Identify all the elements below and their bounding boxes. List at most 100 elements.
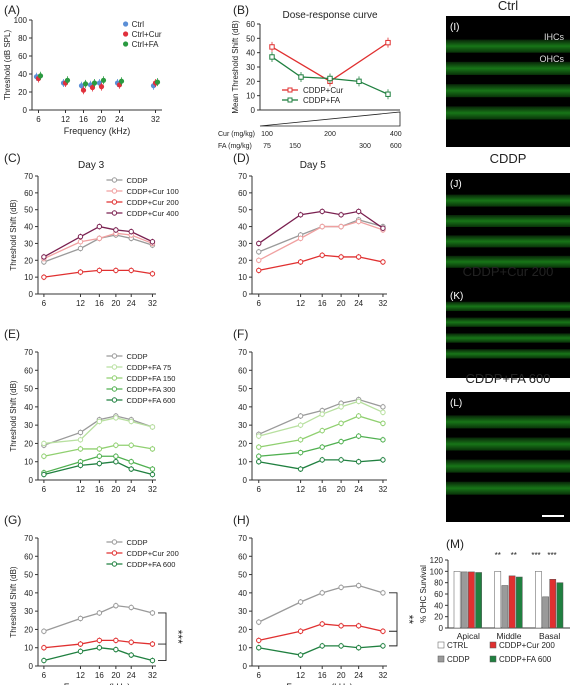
y-tick-label: 60	[434, 590, 443, 599]
y-tick-label: 20	[24, 625, 33, 634]
x-tick-label: 12	[76, 299, 85, 308]
x-tick-label: 16	[318, 671, 327, 680]
significance-marker: ***	[171, 630, 185, 644]
x-tick-label: 32	[148, 671, 157, 680]
data-point	[128, 228, 134, 235]
data-point	[269, 44, 275, 50]
bar	[460, 571, 468, 629]
data-point	[91, 80, 98, 86]
x-tick-label: 20	[337, 485, 346, 494]
series-line	[43, 461, 153, 476]
chart-title: Day 5	[300, 160, 327, 171]
data-point	[256, 433, 262, 439]
y-tick-label: 20	[238, 256, 247, 265]
chart-f-day5-fa: 0 10 20 30 40 50 60 70 6 12 16 20 24 32	[238, 348, 388, 494]
x-tick-label: 6	[257, 485, 262, 494]
y-tick-label: 0	[23, 106, 28, 115]
y-tick-label: 10	[24, 273, 33, 282]
data-point	[113, 415, 119, 421]
legend-label: CDDP+FA	[303, 96, 341, 105]
data-point	[113, 227, 119, 233]
data-point	[385, 91, 391, 97]
series-line	[258, 623, 384, 642]
legend-swatch	[489, 641, 497, 649]
significance-marker: ***	[531, 551, 540, 560]
legend-marker	[287, 87, 293, 93]
data-point	[338, 457, 344, 463]
data-point	[96, 637, 103, 644]
x-tick-label: 24	[127, 485, 136, 494]
legend-marker	[111, 550, 118, 556]
data-point	[113, 602, 119, 609]
micrograph-background	[446, 392, 570, 522]
data-point	[96, 446, 103, 452]
data-point	[96, 418, 103, 425]
x-tick-label: 6	[36, 115, 41, 124]
series-line	[43, 444, 153, 457]
y-tick-label: 60	[18, 52, 27, 61]
y-tick-label: 40	[24, 403, 33, 412]
y-tick-label: 60	[238, 366, 247, 375]
legend-marker	[111, 364, 118, 370]
data-point	[256, 645, 262, 651]
category-label: Basal	[539, 631, 560, 641]
y-tick-label: 20	[24, 439, 33, 448]
cur-dose-label: Cur (mg/kg)	[218, 131, 255, 138]
data-point	[77, 615, 84, 622]
bar	[535, 571, 542, 629]
y-axis-label: % OHC Survival	[419, 565, 428, 623]
data-point	[380, 437, 386, 443]
fa-dose-value: 75	[263, 143, 271, 150]
data-point	[380, 420, 386, 427]
significance-marker: **	[495, 551, 501, 560]
hair-cell-row	[446, 106, 570, 120]
micrograph-label: (K)	[450, 291, 463, 302]
hair-cell-row	[446, 437, 570, 451]
fa-dose-value: 150	[289, 143, 301, 150]
x-tick-label: 12	[76, 485, 85, 494]
legend-label: CDDP+Cur	[303, 86, 344, 95]
data-point	[96, 223, 103, 230]
series-line	[258, 645, 383, 656]
y-tick-label: 40	[24, 589, 33, 598]
x-tick-label: 24	[127, 299, 136, 308]
series-line	[258, 415, 384, 448]
bar	[475, 572, 482, 629]
y-tick-label: 30	[24, 239, 33, 248]
data-point	[355, 398, 362, 405]
legend-label: Ctrl+FA	[132, 40, 160, 49]
data-point	[37, 73, 44, 79]
data-point	[355, 413, 362, 419]
micrograph-title: CDDP+Cur 200	[463, 264, 554, 279]
series-line	[258, 435, 384, 457]
hair-cell-row	[446, 194, 570, 207]
data-point	[77, 641, 84, 647]
data-point	[41, 657, 47, 664]
data-point	[256, 459, 262, 465]
panel-label-m: (M)	[446, 537, 464, 551]
x-tick-label: 6	[42, 485, 47, 494]
hair-cell-row	[446, 317, 570, 327]
ohc-label: OHCs	[540, 54, 565, 64]
data-point	[319, 444, 325, 450]
y-tick-label: 40	[24, 223, 33, 232]
legend-marker	[111, 188, 118, 194]
data-point	[355, 459, 362, 465]
y-tick-label: 100	[430, 567, 444, 576]
hair-cell-row	[446, 349, 570, 359]
legend-marker	[111, 375, 118, 381]
y-tick-label: 70	[238, 172, 247, 181]
significance-marker: ***	[547, 551, 556, 560]
data-point	[256, 619, 262, 625]
series-line	[43, 232, 153, 260]
series-line	[43, 417, 153, 445]
x-tick-label: 16	[95, 299, 104, 308]
x-tick-label: 12	[296, 299, 305, 308]
y-tick-label: 60	[24, 366, 33, 375]
data-point	[319, 643, 325, 649]
series-line	[43, 639, 153, 649]
y-tick-label: 40	[434, 601, 443, 610]
y-tick-label: 60	[238, 552, 247, 561]
category-label: Apical	[457, 631, 480, 641]
data-point	[149, 239, 156, 245]
